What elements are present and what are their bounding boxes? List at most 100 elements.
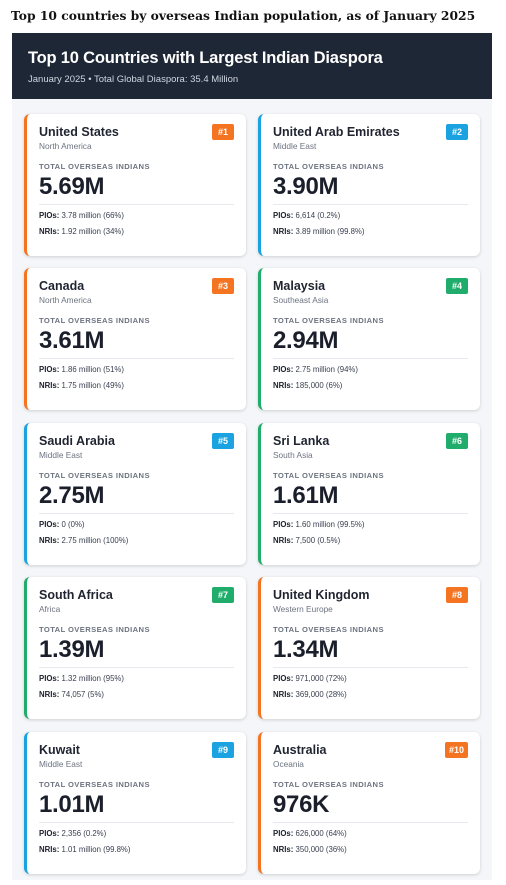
page-title: Top 10 countries by overseas Indian popu… <box>11 8 476 23</box>
nri-value: 350,000 (36%) <box>295 845 347 854</box>
nri-label: NRIs: <box>39 536 60 545</box>
pio-value: 971,000 (72%) <box>295 674 347 683</box>
total-value: 976K <box>273 791 330 818</box>
country-name: United States <box>39 125 119 139</box>
total-value: 3.90M <box>273 173 339 200</box>
country-name: Malaysia <box>273 279 326 293</box>
nri-label: NRIs: <box>39 690 60 699</box>
nri-stat: NRIs: 185,000 (6%) <box>273 381 468 391</box>
total-label: TOTAL OVERSEAS INDIANS <box>273 162 384 171</box>
total-label: TOTAL OVERSEAS INDIANS <box>273 780 384 789</box>
header-subtitle: January 2025 • Total Global Diaspora: 35… <box>28 74 239 85</box>
rank-badge: #4 <box>446 278 468 294</box>
total-label: TOTAL OVERSEAS INDIANS <box>39 471 150 480</box>
pio-value: 3.78 million (66%) <box>61 211 124 220</box>
pio-value: 626,000 (64%) <box>295 829 347 838</box>
nri-value: 185,000 (6%) <box>295 381 343 390</box>
nri-label: NRIs: <box>273 536 294 545</box>
header-title: Top 10 Countries with Largest Indian Dia… <box>28 49 383 67</box>
nri-label: NRIs: <box>273 381 294 390</box>
dashboard-header: Top 10 Countries with Largest Indian Dia… <box>12 33 492 99</box>
pio-stat: PIOs: 0 (0%) <box>39 520 234 530</box>
rank-badge: #7 <box>212 587 234 603</box>
region-label: South Asia <box>273 450 313 460</box>
divider <box>39 358 234 359</box>
nri-label: NRIs: <box>273 845 294 854</box>
nri-stat: NRIs: 7,500 (0.5%) <box>273 536 468 546</box>
rank-badge: #1 <box>212 124 234 140</box>
region-label: Oceania <box>273 759 304 769</box>
pio-value: 1.32 million (95%) <box>61 674 124 683</box>
region-label: Western Europe <box>273 604 333 614</box>
region-label: Middle East <box>273 141 317 151</box>
divider <box>273 358 468 359</box>
pio-label: PIOs: <box>273 829 294 838</box>
country-name: Kuwait <box>39 743 80 757</box>
country-card: Malaysia Southeast Asia #4 TOTAL OVERSEAS I… <box>258 268 480 410</box>
rank-badge: #2 <box>446 124 468 140</box>
nri-value: 7,500 (0.5%) <box>295 536 341 545</box>
nri-stat: NRIs: 1.75 million (49%) <box>39 381 234 391</box>
country-card: South Africa Africa #7 TOTAL OVERSEAS INDIA… <box>24 577 246 719</box>
nri-stat: NRIs: 2.75 million (100%) <box>39 536 234 546</box>
country-card: United States North America #1 TOTAL OVERSE… <box>24 114 246 256</box>
country-name: Canada <box>39 279 85 293</box>
pio-value: 0 (0%) <box>61 520 85 529</box>
divider <box>273 513 468 514</box>
rank-badge: #9 <box>212 742 234 758</box>
total-value: 5.69M <box>39 173 105 200</box>
divider <box>273 822 468 823</box>
pio-label: PIOs: <box>39 829 60 838</box>
pio-label: PIOs: <box>273 520 294 529</box>
nri-label: NRIs: <box>39 845 60 854</box>
nri-stat: NRIs: 3.89 million (99.8%) <box>273 227 468 237</box>
country-name: Saudi Arabia <box>39 434 115 448</box>
divider <box>273 667 468 668</box>
pio-value: 6,614 (0.2%) <box>295 211 341 220</box>
pio-stat: PIOs: 971,000 (72%) <box>273 674 468 684</box>
country-card: United Kingdom Western Europe #8 TOTAL OVER… <box>258 577 480 719</box>
nri-value: 1.75 million (49%) <box>61 381 124 390</box>
country-name: United Arab Emirates <box>273 125 400 139</box>
region-label: North America <box>39 295 92 305</box>
region-label: Southeast Asia <box>273 295 329 305</box>
total-label: TOTAL OVERSEAS INDIANS <box>273 316 384 325</box>
country-name: Australia <box>273 743 327 757</box>
country-card: Kuwait Middle East #9 TOTAL OVERSEAS INDIAN… <box>24 732 246 874</box>
rank-badge: #5 <box>212 433 234 449</box>
region-label: North America <box>39 141 92 151</box>
nri-label: NRIs: <box>273 690 294 699</box>
pio-value: 2.75 million (94%) <box>295 365 358 374</box>
total-label: TOTAL OVERSEAS INDIANS <box>39 316 150 325</box>
pio-value: 1.60 million (99.5%) <box>295 520 365 529</box>
country-card: Sri Lanka South Asia #6 TOTAL OVERSEAS INDI… <box>258 423 480 565</box>
pio-label: PIOs: <box>39 674 60 683</box>
pio-stat: PIOs: 1.32 million (95%) <box>39 674 234 684</box>
nri-value: 369,000 (28%) <box>295 690 347 699</box>
pio-stat: PIOs: 3.78 million (66%) <box>39 211 234 221</box>
country-name: United Kingdom <box>273 588 370 602</box>
nri-label: NRIs: <box>39 227 60 236</box>
nri-stat: NRIs: 1.01 million (99.8%) <box>39 845 234 855</box>
total-value: 1.34M <box>273 636 339 663</box>
pio-label: PIOs: <box>39 365 60 374</box>
rank-badge: #8 <box>446 587 468 603</box>
nri-value: 1.92 million (34%) <box>61 227 124 236</box>
pio-stat: PIOs: 626,000 (64%) <box>273 829 468 839</box>
region-label: Middle East <box>39 450 83 460</box>
country-name: Sri Lanka <box>273 434 330 448</box>
country-card: Canada North America #3 TOTAL OVERSEAS INDI… <box>24 268 246 410</box>
nri-value: 2.75 million (100%) <box>61 536 129 545</box>
region-label: Middle East <box>39 759 83 769</box>
nri-stat: NRIs: 350,000 (36%) <box>273 845 468 855</box>
nri-stat: NRIs: 74,057 (5%) <box>39 690 234 700</box>
pio-label: PIOs: <box>39 520 60 529</box>
nri-stat: NRIs: 1.92 million (34%) <box>39 227 234 237</box>
total-label: TOTAL OVERSEAS INDIANS <box>273 471 384 480</box>
divider <box>39 204 234 205</box>
pio-stat: PIOs: 2.75 million (94%) <box>273 365 468 375</box>
region-label: Africa <box>39 604 61 614</box>
divider <box>39 667 234 668</box>
total-value: 1.39M <box>39 636 105 663</box>
total-value: 1.61M <box>273 482 339 509</box>
